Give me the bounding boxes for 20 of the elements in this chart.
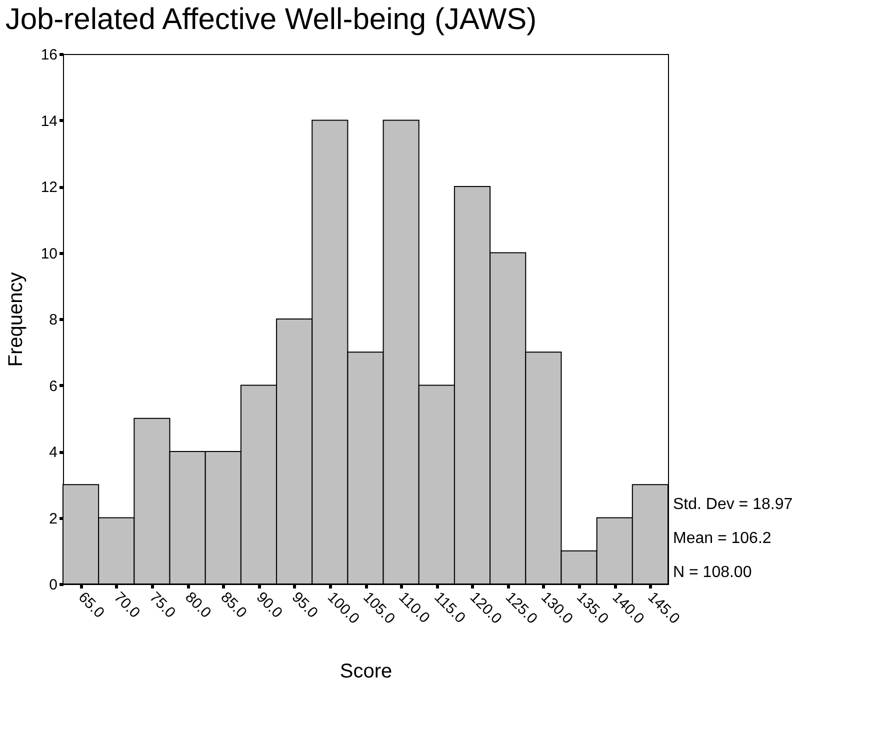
y-tick-label: 10 [40, 245, 58, 262]
y-axis-title: Frequency [4, 272, 27, 367]
y-tick-label: 0 [49, 576, 58, 594]
y-tick-label: 8 [49, 312, 58, 328]
y-tick-label: 14 [40, 112, 58, 130]
text: Mean = 106.2 [673, 530, 772, 547]
chart-title: Job-related Affective Well-being (JAWS) [5, 3, 537, 36]
y-tick-label: 16 [40, 46, 58, 64]
x-tick-label: 80.0 [182, 588, 214, 622]
x-axis-title: Score [340, 660, 392, 683]
text: N = 108.00 [673, 564, 752, 581]
x-tick-label: 90.0 [252, 588, 286, 622]
x-tick-label: 85.0 [217, 588, 250, 622]
y-tick-label: 12 [40, 179, 58, 196]
x-tick-label: 65.0 [74, 588, 108, 622]
y-tick-label: 2 [49, 510, 58, 528]
y-tick-label: 6 [49, 378, 58, 395]
y-tick-label: 4 [49, 444, 58, 461]
x-tick-label: 95.0 [288, 588, 322, 622]
text: Std. Dev = 18.97 [673, 496, 793, 513]
